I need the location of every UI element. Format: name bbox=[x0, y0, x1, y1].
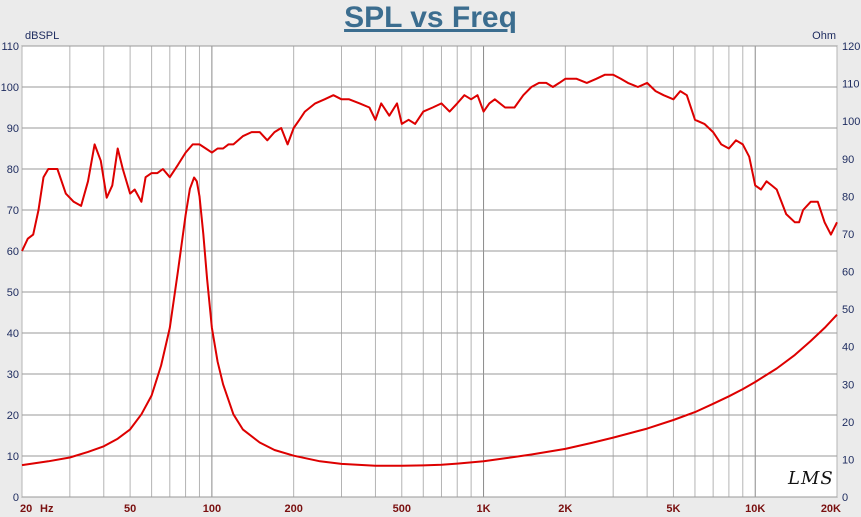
y2-tick-label: 10 bbox=[842, 454, 854, 466]
y-tick-label: 10 bbox=[7, 451, 19, 463]
x-tick-label: 200 bbox=[284, 503, 302, 515]
x-tick-label: 1K bbox=[477, 503, 491, 515]
y-tick-label: 20 bbox=[7, 410, 19, 422]
y-tick-label: 100 bbox=[1, 82, 19, 94]
y2-tick-label: 30 bbox=[842, 379, 854, 391]
y-tick-label: 110 bbox=[1, 41, 19, 53]
x-tick-label: 20K bbox=[821, 503, 841, 515]
y2-tick-label: 0 bbox=[842, 492, 848, 504]
y2-tick-label: 40 bbox=[842, 342, 854, 354]
x-tick-label: 50 bbox=[124, 503, 136, 515]
y-tick-label: 70 bbox=[7, 205, 19, 217]
y-tick-label: 0 bbox=[13, 492, 19, 504]
y2-tick-label: 70 bbox=[842, 229, 854, 241]
y2-tick-label: 110 bbox=[842, 79, 860, 91]
x-tick-label: 2K bbox=[558, 503, 572, 515]
tick-labels: 0 10 20 30 40 50 60 70 80 90 100 110 0 10 20 30 40 50 60 70… bbox=[1, 41, 861, 515]
x-tick-label: 5K bbox=[666, 503, 680, 515]
y2-tick-label: 120 bbox=[842, 41, 860, 53]
x-unit-label: Hz bbox=[40, 503, 54, 515]
y-tick-label: 90 bbox=[7, 123, 19, 135]
spl-series-line bbox=[21, 73, 838, 252]
y2-tick-label: 20 bbox=[842, 417, 854, 429]
y-tick-label: 40 bbox=[7, 328, 19, 340]
x-tick-label: 500 bbox=[393, 503, 411, 515]
y2-axis-label: Ohm bbox=[812, 30, 836, 42]
y2-tick-label: 90 bbox=[842, 154, 854, 166]
x-tick-label: 10K bbox=[745, 503, 765, 515]
y-axis-label: dBSPL bbox=[25, 30, 60, 42]
x-tick-label: 100 bbox=[203, 503, 221, 515]
y-tick-label: 30 bbox=[7, 369, 19, 381]
y2-tick-label: 100 bbox=[842, 116, 860, 128]
y-tick-label: 60 bbox=[7, 246, 19, 258]
impedance-series-line bbox=[21, 176, 838, 467]
y-tick-label: 80 bbox=[7, 164, 19, 176]
y2-tick-label: 80 bbox=[842, 191, 854, 203]
y-tick-label: 50 bbox=[7, 287, 19, 299]
series-lines bbox=[21, 73, 838, 467]
grid-lines bbox=[21, 45, 838, 498]
y2-tick-label: 50 bbox=[842, 304, 854, 316]
x-tick-label: 20 bbox=[20, 503, 32, 515]
plot-area bbox=[21, 45, 838, 498]
lms-signature-logo: LMS bbox=[788, 468, 834, 489]
y2-tick-label: 60 bbox=[842, 267, 854, 279]
chart-title: SPL vs Freq bbox=[344, 1, 517, 34]
